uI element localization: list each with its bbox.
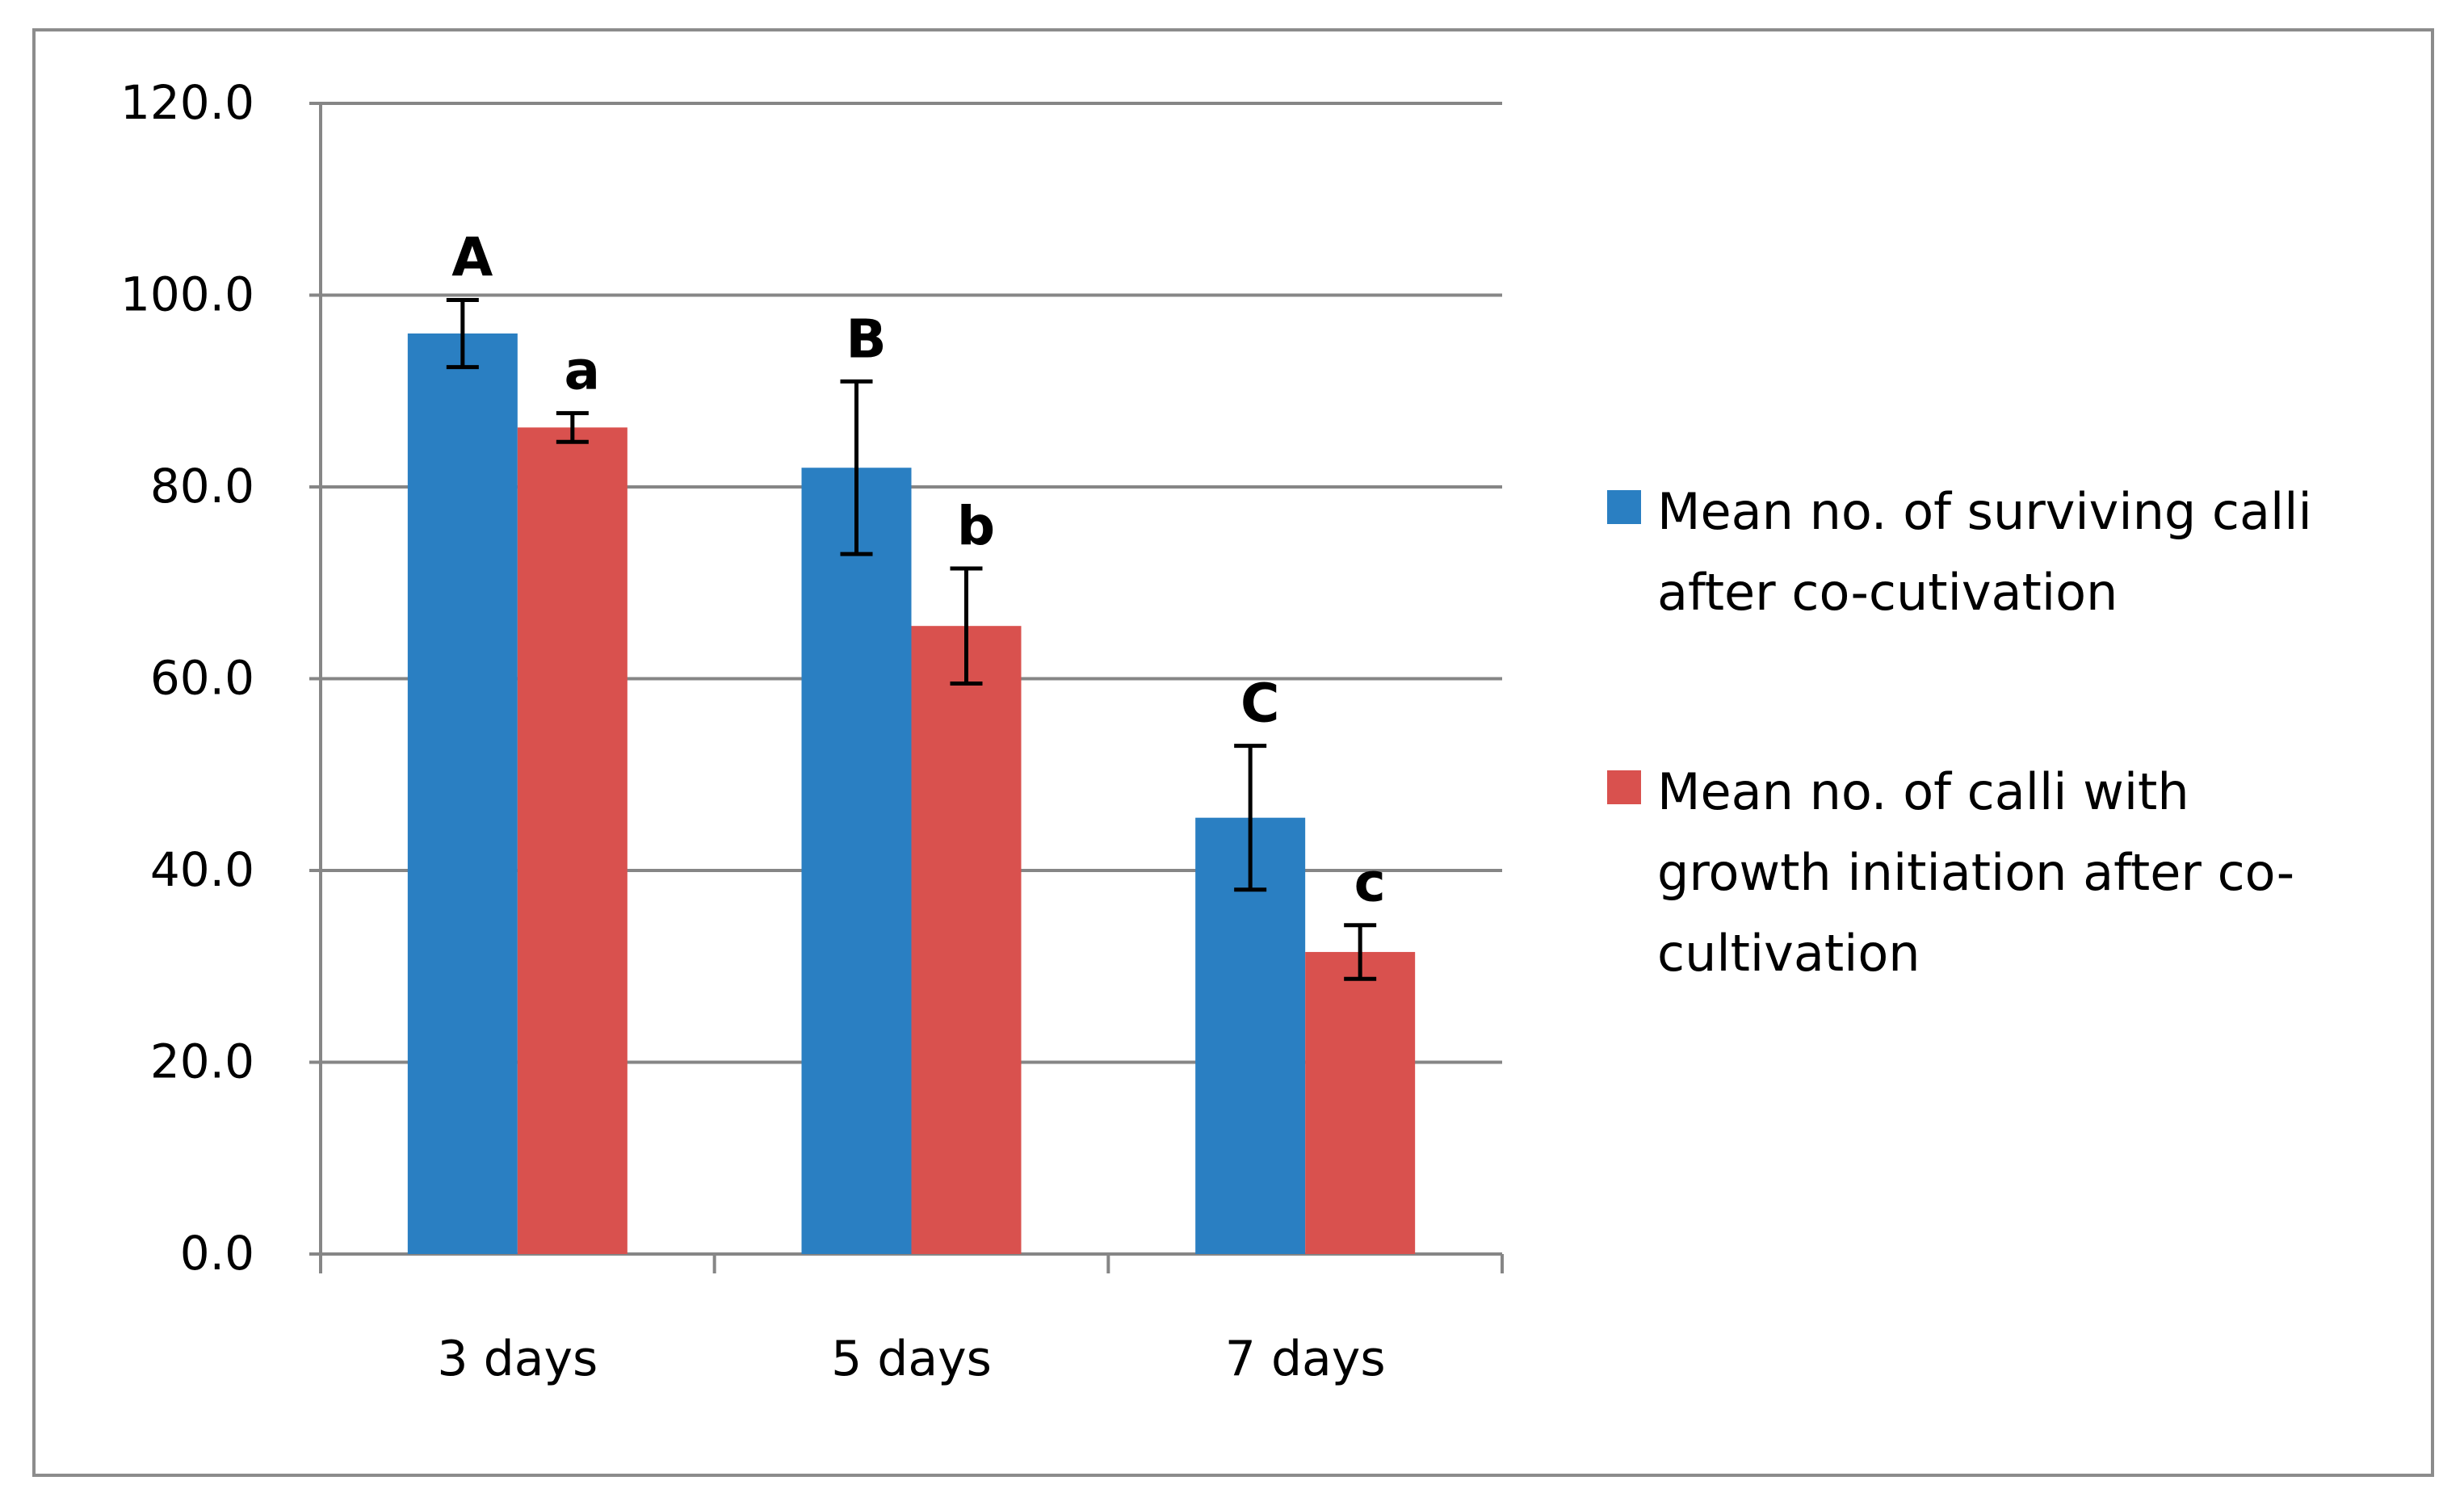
error-bar xyxy=(1234,744,1267,892)
legend-label: Mean no. of surviving calli xyxy=(1657,482,2312,541)
error-bar xyxy=(1344,923,1377,981)
significance-letter: A xyxy=(451,226,493,288)
error-bar xyxy=(950,566,983,686)
significance-letter: b xyxy=(957,495,995,557)
bar xyxy=(1305,951,1416,1254)
significance-letter: B xyxy=(846,308,886,370)
legend-label: Mean no. of calli with xyxy=(1657,762,2189,821)
y-tick-label: 20.0 xyxy=(150,1034,254,1089)
y-tick-label: 80.0 xyxy=(150,459,254,514)
error-bars xyxy=(446,297,1377,981)
x-tick-label: 5 days xyxy=(831,1331,992,1387)
error-bar xyxy=(446,297,479,370)
y-tick-label: 100.0 xyxy=(120,267,254,322)
error-bar xyxy=(840,379,873,556)
legend-label: after co-cutivation xyxy=(1657,563,2118,622)
legend-label: cultivation xyxy=(1657,924,1920,983)
legend-swatch xyxy=(1607,490,1641,524)
bar xyxy=(407,333,518,1254)
axes: 0.0 20.0 40.0 60.0 80.0 100.0 120.0 3 days 5 day… xyxy=(120,75,1504,1387)
significance-letter: c xyxy=(1354,852,1386,914)
significance-letter: a xyxy=(565,340,601,402)
legend: Mean no. of surviving calli after co-cuti… xyxy=(1607,482,2312,983)
outer-border xyxy=(32,28,2434,1477)
legend-label: growth initiation after co- xyxy=(1657,843,2294,902)
legend-item: Mean no. of surviving calli after co-cuti… xyxy=(1607,482,2312,622)
bar xyxy=(517,427,628,1254)
bar xyxy=(911,626,1022,1254)
x-tick-label: 3 days xyxy=(437,1331,598,1387)
legend-item: Mean no. of calli with growth initiation … xyxy=(1607,762,2294,983)
bars xyxy=(407,333,1416,1254)
error-bar xyxy=(556,411,589,444)
significance-letter: C xyxy=(1240,673,1279,735)
significance-letters: Aa Bb Cc xyxy=(451,226,1385,913)
y-tick-label: 40.0 xyxy=(150,842,254,897)
y-tick-label: 60.0 xyxy=(150,651,254,706)
x-tick-label: 7 days xyxy=(1225,1331,1386,1387)
y-tick-label: 0.0 xyxy=(180,1226,254,1281)
y-tick-label: 120.0 xyxy=(120,75,254,130)
bar xyxy=(801,468,912,1254)
legend-swatch xyxy=(1607,770,1641,804)
